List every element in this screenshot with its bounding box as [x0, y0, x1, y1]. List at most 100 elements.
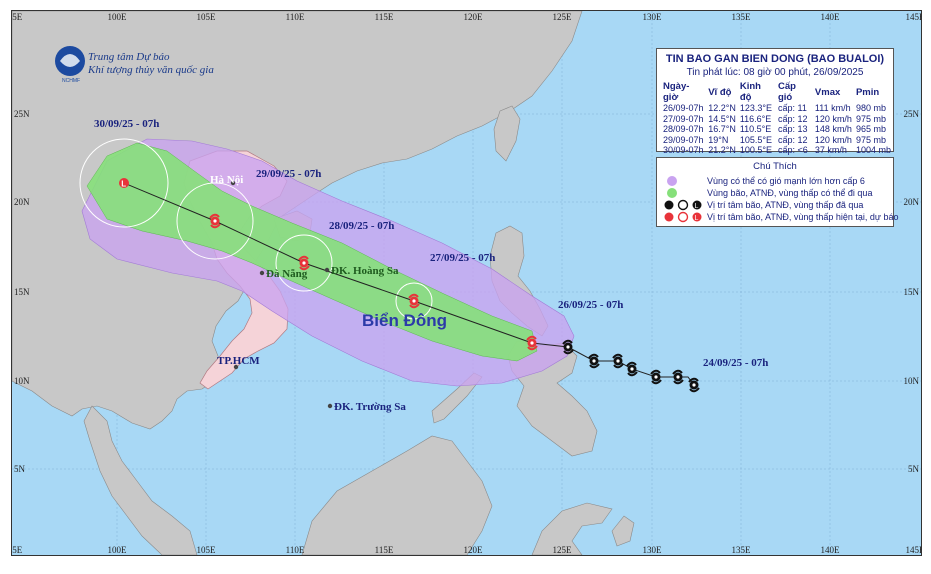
lon-label-top: 140E — [821, 12, 841, 22]
forecast-row: 27/09-07h 14.5°N 116.6°E cấp: 12 120 km/h 975… — [661, 114, 893, 125]
forecast-table-header: Ngày-giờ Vĩ độ Kinh độ Cấp gió Vmax Pmin — [661, 81, 893, 103]
past-storm-icon — [664, 200, 674, 210]
date-label-2809: 28/09/25 - 07h — [329, 220, 394, 232]
legend-forecast-symbols: L — [663, 211, 707, 223]
forecast-circle-2709 — [395, 282, 433, 320]
lon-label-top: 125E — [553, 12, 573, 22]
legend-past-symbols: L — [663, 199, 707, 211]
forecast-row: 26/09-07h 12.2°N 123.3°E cấp: 11 111 km/h 980… — [661, 103, 893, 114]
forecast-low-icon-final: L — [119, 178, 129, 189]
forecast-table: Ngày-giờ Vĩ độ Kinh độ Cấp gió Vmax Pmin 26/0… — [661, 81, 893, 156]
forecast-circles — [79, 138, 433, 320]
forecast-cell: 123.3°E — [739, 103, 772, 113]
lon-label-top: 120E — [464, 12, 484, 22]
date-label-2709: 27/09/25 - 07h — [430, 252, 495, 264]
forecast-depression-icon — [677, 211, 689, 223]
lat-label-left: 25N — [14, 109, 30, 119]
label-hanoi: Hà Nội — [210, 174, 243, 186]
label-truongsa: ĐK. Trường Sa — [334, 401, 406, 413]
forecast-cell: 975 mb — [855, 113, 886, 124]
forecast-cell: 148 km/h — [814, 124, 852, 134]
forecast-cell: 975 mb — [855, 134, 886, 145]
logo-abbr: NCHMF — [62, 78, 80, 84]
lon-label-top: 145E — [906, 12, 922, 22]
legend-text-past: Vị trí tâm bão, ATNĐ, vùng thấp đã qua — [707, 200, 864, 210]
forecast-cell: 16.7°N — [708, 124, 736, 134]
forecast-cell: cấp: 12 — [777, 113, 808, 124]
forecast-cell: 111 km/h — [814, 103, 851, 113]
forecast-storm-icon-2 — [298, 255, 310, 271]
forecast-cell: cấp: 11 — [777, 103, 807, 113]
forecast-cell: 14.5°N — [708, 113, 736, 124]
forecast-cell: 27/09-07h — [663, 113, 704, 124]
forecast-cell: 29/09-07h — [663, 134, 704, 145]
land-halmahera — [611, 515, 635, 547]
svg-text:L: L — [121, 180, 126, 189]
forecast-cell: 116.6°E — [739, 113, 772, 124]
forecast-cell: 100.5°E — [739, 145, 772, 155]
past-storm-icon-5 — [588, 353, 600, 369]
lat-label-right: 25N — [904, 109, 920, 119]
lon-label-bottom: 125E — [553, 545, 573, 555]
forecast-cell: 980 mb — [855, 103, 886, 113]
past-storm-icon-1 — [672, 369, 684, 385]
label-danang: Đà Nẵng — [266, 268, 308, 280]
legend-title: Chú Thích — [753, 161, 797, 172]
land-taiwan — [493, 105, 521, 162]
forecast-header-cell: Kinh độ — [739, 81, 761, 103]
date-label-3009: 30/09/25 - 07h — [94, 118, 159, 130]
svg-text:L: L — [695, 203, 699, 210]
forecast-header-cell: Vĩ độ — [708, 86, 732, 98]
past-storm-icon-3 — [626, 361, 638, 377]
storm-info-panel: TIN BAO GAN BIEN DONG (BAO BUALOI) Tin p… — [656, 48, 894, 155]
forecast-cell: cấp: 12 — [777, 134, 808, 145]
forecast-positions: L — [119, 178, 538, 351]
storm-forecast-map: L Hà Nội Đà Nẵng ĐK. Hoàng Sa TP.HCM ĐK.… — [11, 10, 922, 556]
legend-text-risk: Vùng có thể có gió mạnh lớn hơn cấp 6 — [707, 176, 865, 186]
forecast-cell: 30/09-07h — [663, 145, 704, 155]
land-sulawesi — [531, 502, 613, 555]
forecast-row: 30/09-07h 21.2°N 100.5°E cấp: <6 37 km/h 1004… — [661, 145, 893, 156]
forecast-header-cell: Ngày-giờ — [663, 81, 690, 103]
lon-label-bottom: 135E — [732, 545, 752, 555]
legend-text-zone: Vùng bão, ATNĐ, vùng thấp có thể đi qua — [707, 188, 873, 198]
lat-label-left: 5N — [14, 464, 26, 474]
legend-row-forecast: L Vị trí tâm bão, ATNĐ, vùng thấp hiện t… — [663, 211, 898, 223]
lat-label-left: 20N — [14, 197, 30, 207]
lat-label-right: 15N — [904, 287, 920, 297]
forecast-cell: cấp: <6 — [777, 145, 808, 155]
forecast-storm-icon-3 — [209, 213, 221, 229]
label-sea: Biển Đông — [362, 311, 447, 330]
nchmf-logo: NCHMF Trung tâm Dự báo Khí tượng thủy vă… — [55, 46, 214, 84]
forecast-header-cell: Vmax — [814, 86, 841, 98]
logo-line2: Khí tượng thủy văn quốc gia — [87, 64, 214, 76]
logo-line1: Trung tâm Dự báo — [88, 51, 170, 63]
forecast-row: 29/09-07h 19°N 105.5°E cấp: 12 120 km/h 975 m… — [661, 135, 893, 146]
date-label-2909: 29/09/25 - 07h — [256, 168, 321, 180]
lon-label-bottom: 120E — [464, 545, 484, 555]
forecast-cell: cấp: 13 — [777, 124, 808, 134]
past-positions — [562, 339, 700, 393]
lat-label-right: 20N — [904, 197, 920, 207]
forecast-cell: 19°N — [708, 134, 729, 145]
danang-marker — [259, 270, 265, 276]
forecast-header-cell: Pmin — [855, 86, 880, 98]
forecast-cell: 12.2°N — [708, 103, 736, 113]
forecast-cell: 28/09-07h — [663, 124, 704, 134]
lon-label-top: 100E — [108, 12, 128, 22]
lon-label-top: 130E — [643, 12, 663, 22]
date-label-2609: 26/09/25 - 07h — [558, 299, 623, 311]
forecast-row: 28/09-07h 16.7°N 110.5°E cấp: 13 148 km/h 965… — [661, 124, 893, 135]
svg-text:L: L — [695, 215, 699, 222]
land-mainland — [12, 11, 583, 430]
past-storm-icon-2 — [650, 369, 662, 385]
forecast-cell: 21.2°N — [708, 145, 736, 155]
past-storm-icon-6 — [562, 339, 574, 355]
lon-label-top: 110E — [286, 12, 305, 22]
forecast-cell: 1004 mb — [855, 145, 891, 155]
forecast-circle-2809 — [275, 234, 333, 292]
past-low-icon — [692, 200, 702, 210]
hanoi-marker — [230, 180, 236, 186]
past-storm-icon-4 — [612, 353, 624, 369]
land-borneo — [301, 435, 493, 555]
